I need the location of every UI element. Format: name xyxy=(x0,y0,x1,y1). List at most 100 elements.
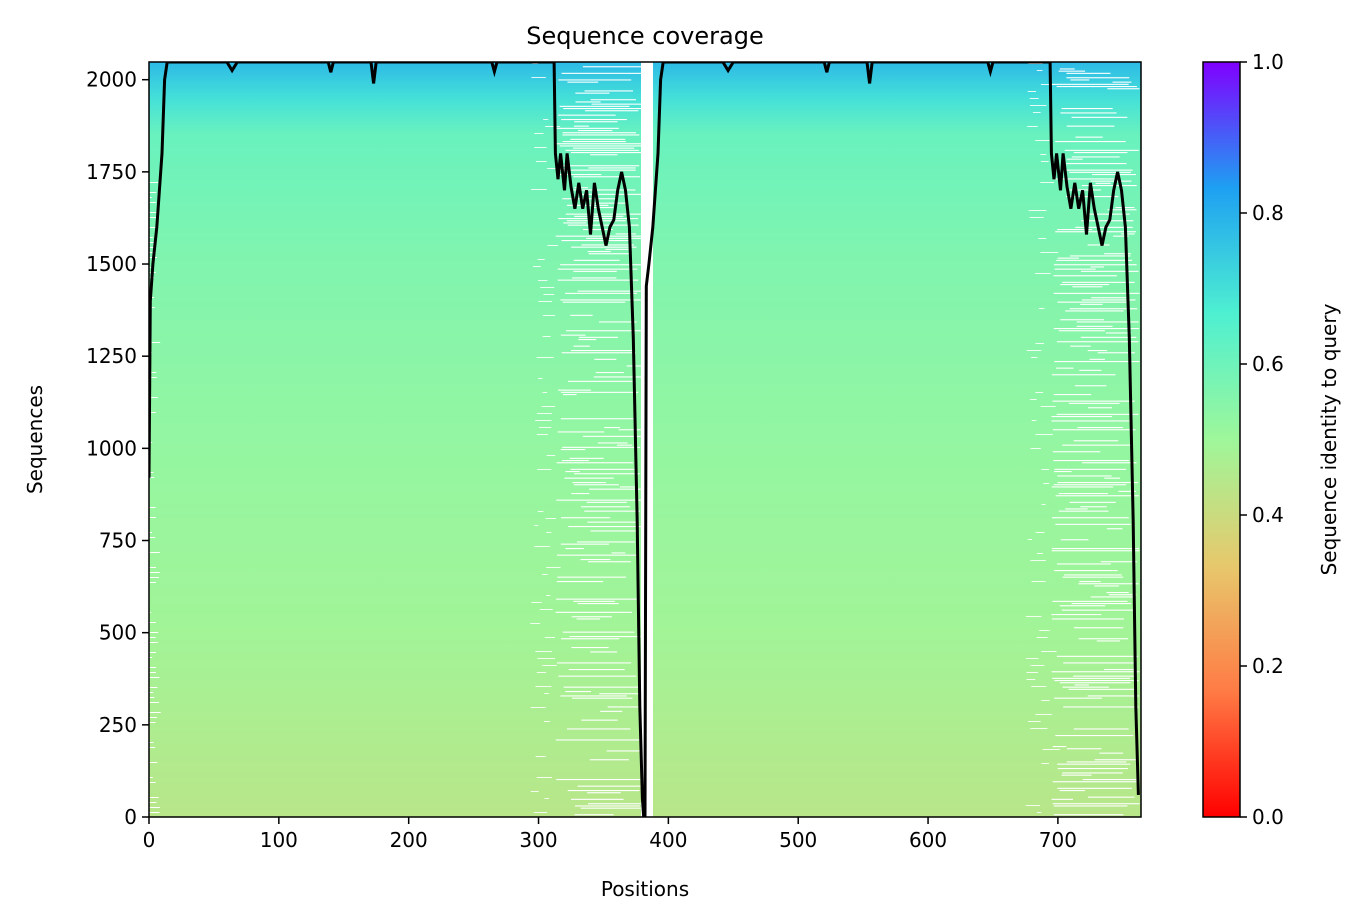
sparse-streak xyxy=(567,380,633,382)
sparse-streak xyxy=(1078,638,1129,640)
sparse-streak xyxy=(1051,798,1073,800)
sparse-streak xyxy=(593,376,643,378)
sparse-streak xyxy=(1069,308,1138,310)
sparse-streak xyxy=(594,358,617,360)
sparse-streak xyxy=(1051,517,1129,519)
sparse-streak xyxy=(1058,330,1105,332)
sparse-streak xyxy=(555,235,643,237)
sparse-streak xyxy=(589,488,642,490)
sparse-streak xyxy=(570,152,644,154)
edge-gap xyxy=(149,552,160,553)
sparse-streak xyxy=(1065,169,1133,171)
y-tick-label: 1250 xyxy=(86,344,137,368)
sparse-streak xyxy=(565,292,638,294)
sparse-streak xyxy=(567,81,599,83)
edge-gap xyxy=(149,412,156,413)
sparse-streak xyxy=(1090,180,1132,182)
sparse-streak xyxy=(1051,671,1140,673)
edge-gap xyxy=(149,537,156,538)
sparse-streak xyxy=(1066,761,1127,763)
sparse-streak xyxy=(556,462,634,464)
sparse-streak xyxy=(580,559,611,561)
sparse-streak xyxy=(557,576,627,578)
sparse-streak xyxy=(573,176,640,178)
sparse-streak xyxy=(590,154,618,156)
colorbar-tick-label: 0.0 xyxy=(1252,805,1284,829)
sparse-streak xyxy=(1040,161,1049,162)
sparse-streak xyxy=(611,552,626,554)
sparse-streak xyxy=(1068,688,1136,690)
sparse-streak xyxy=(1052,600,1128,602)
sparse-streak xyxy=(1104,253,1131,255)
sparse-streak xyxy=(1094,585,1119,587)
edge-gap xyxy=(149,517,156,518)
sparse-streak xyxy=(1056,259,1133,261)
sparse-streak xyxy=(1073,440,1119,442)
sparse-streak xyxy=(1053,805,1128,807)
sparse-streak xyxy=(538,301,552,302)
sparse-streak xyxy=(590,651,618,653)
sparse-streak xyxy=(1035,343,1044,344)
sparse-streak xyxy=(537,259,545,260)
edge-gap xyxy=(149,267,152,268)
sparse-streak xyxy=(1043,483,1050,484)
sparse-streak xyxy=(1040,182,1054,183)
sparse-streak xyxy=(565,149,640,151)
edge-gap xyxy=(149,652,157,653)
sparse-streak xyxy=(588,167,636,169)
sparse-streak xyxy=(544,637,555,638)
sparse-streak xyxy=(562,141,626,143)
sparse-streak xyxy=(1080,270,1139,272)
sparse-streak xyxy=(1106,592,1129,594)
edge-gap xyxy=(149,782,156,783)
sparse-streak xyxy=(1060,682,1131,684)
sparse-streak xyxy=(617,444,633,446)
sparse-streak xyxy=(1058,510,1109,512)
edge-gap xyxy=(149,747,156,748)
sparse-streak xyxy=(1068,402,1120,404)
sparse-streak xyxy=(1080,336,1137,338)
sparse-streak xyxy=(577,785,642,787)
sparse-streak xyxy=(1053,275,1117,277)
sparse-streak xyxy=(599,693,639,695)
sparse-streak xyxy=(1035,714,1052,715)
sparse-streak xyxy=(1036,637,1048,638)
sparse-streak xyxy=(546,595,551,596)
sparse-streak xyxy=(1104,669,1134,671)
sparse-streak xyxy=(1025,805,1040,806)
edge-gap xyxy=(149,667,157,668)
sparse-streak xyxy=(1063,706,1139,708)
edge-gap xyxy=(149,567,156,568)
sparse-streak xyxy=(588,803,641,805)
sparse-streak xyxy=(1060,112,1117,114)
sparse-streak xyxy=(535,651,552,652)
colorbar-ticks: 0.0 0.2 0.4 0.6 0.8 1.0 xyxy=(1240,50,1284,829)
sparse-streak xyxy=(537,658,555,659)
sparse-streak xyxy=(558,79,632,81)
sparse-streak xyxy=(1087,695,1140,697)
sparse-streak xyxy=(588,561,631,563)
sparse-streak xyxy=(544,693,549,694)
sparse-streak xyxy=(1106,528,1123,530)
sparse-streak xyxy=(1066,158,1083,160)
sparse-streak xyxy=(560,449,586,451)
sparse-streak xyxy=(555,127,619,129)
sparse-streak xyxy=(556,598,640,600)
sparse-streak xyxy=(560,299,642,301)
sparse-streak xyxy=(1029,98,1039,99)
edge-gap xyxy=(149,182,159,183)
edge-gap xyxy=(149,807,160,808)
x-tick-label: 0 xyxy=(143,828,156,852)
sparse-streak xyxy=(1060,319,1104,321)
sparse-streak xyxy=(560,391,639,393)
sparse-streak xyxy=(1054,570,1118,572)
edge-gap xyxy=(149,472,154,473)
sparse-streak xyxy=(560,334,586,336)
sparse-streak xyxy=(574,814,614,816)
sparse-streak xyxy=(1057,301,1130,303)
sparse-streak xyxy=(569,636,643,638)
sparse-streak xyxy=(1057,475,1112,477)
sparse-streak xyxy=(1055,141,1126,143)
sparse-streak xyxy=(534,133,544,134)
sparse-streak xyxy=(1066,77,1130,79)
